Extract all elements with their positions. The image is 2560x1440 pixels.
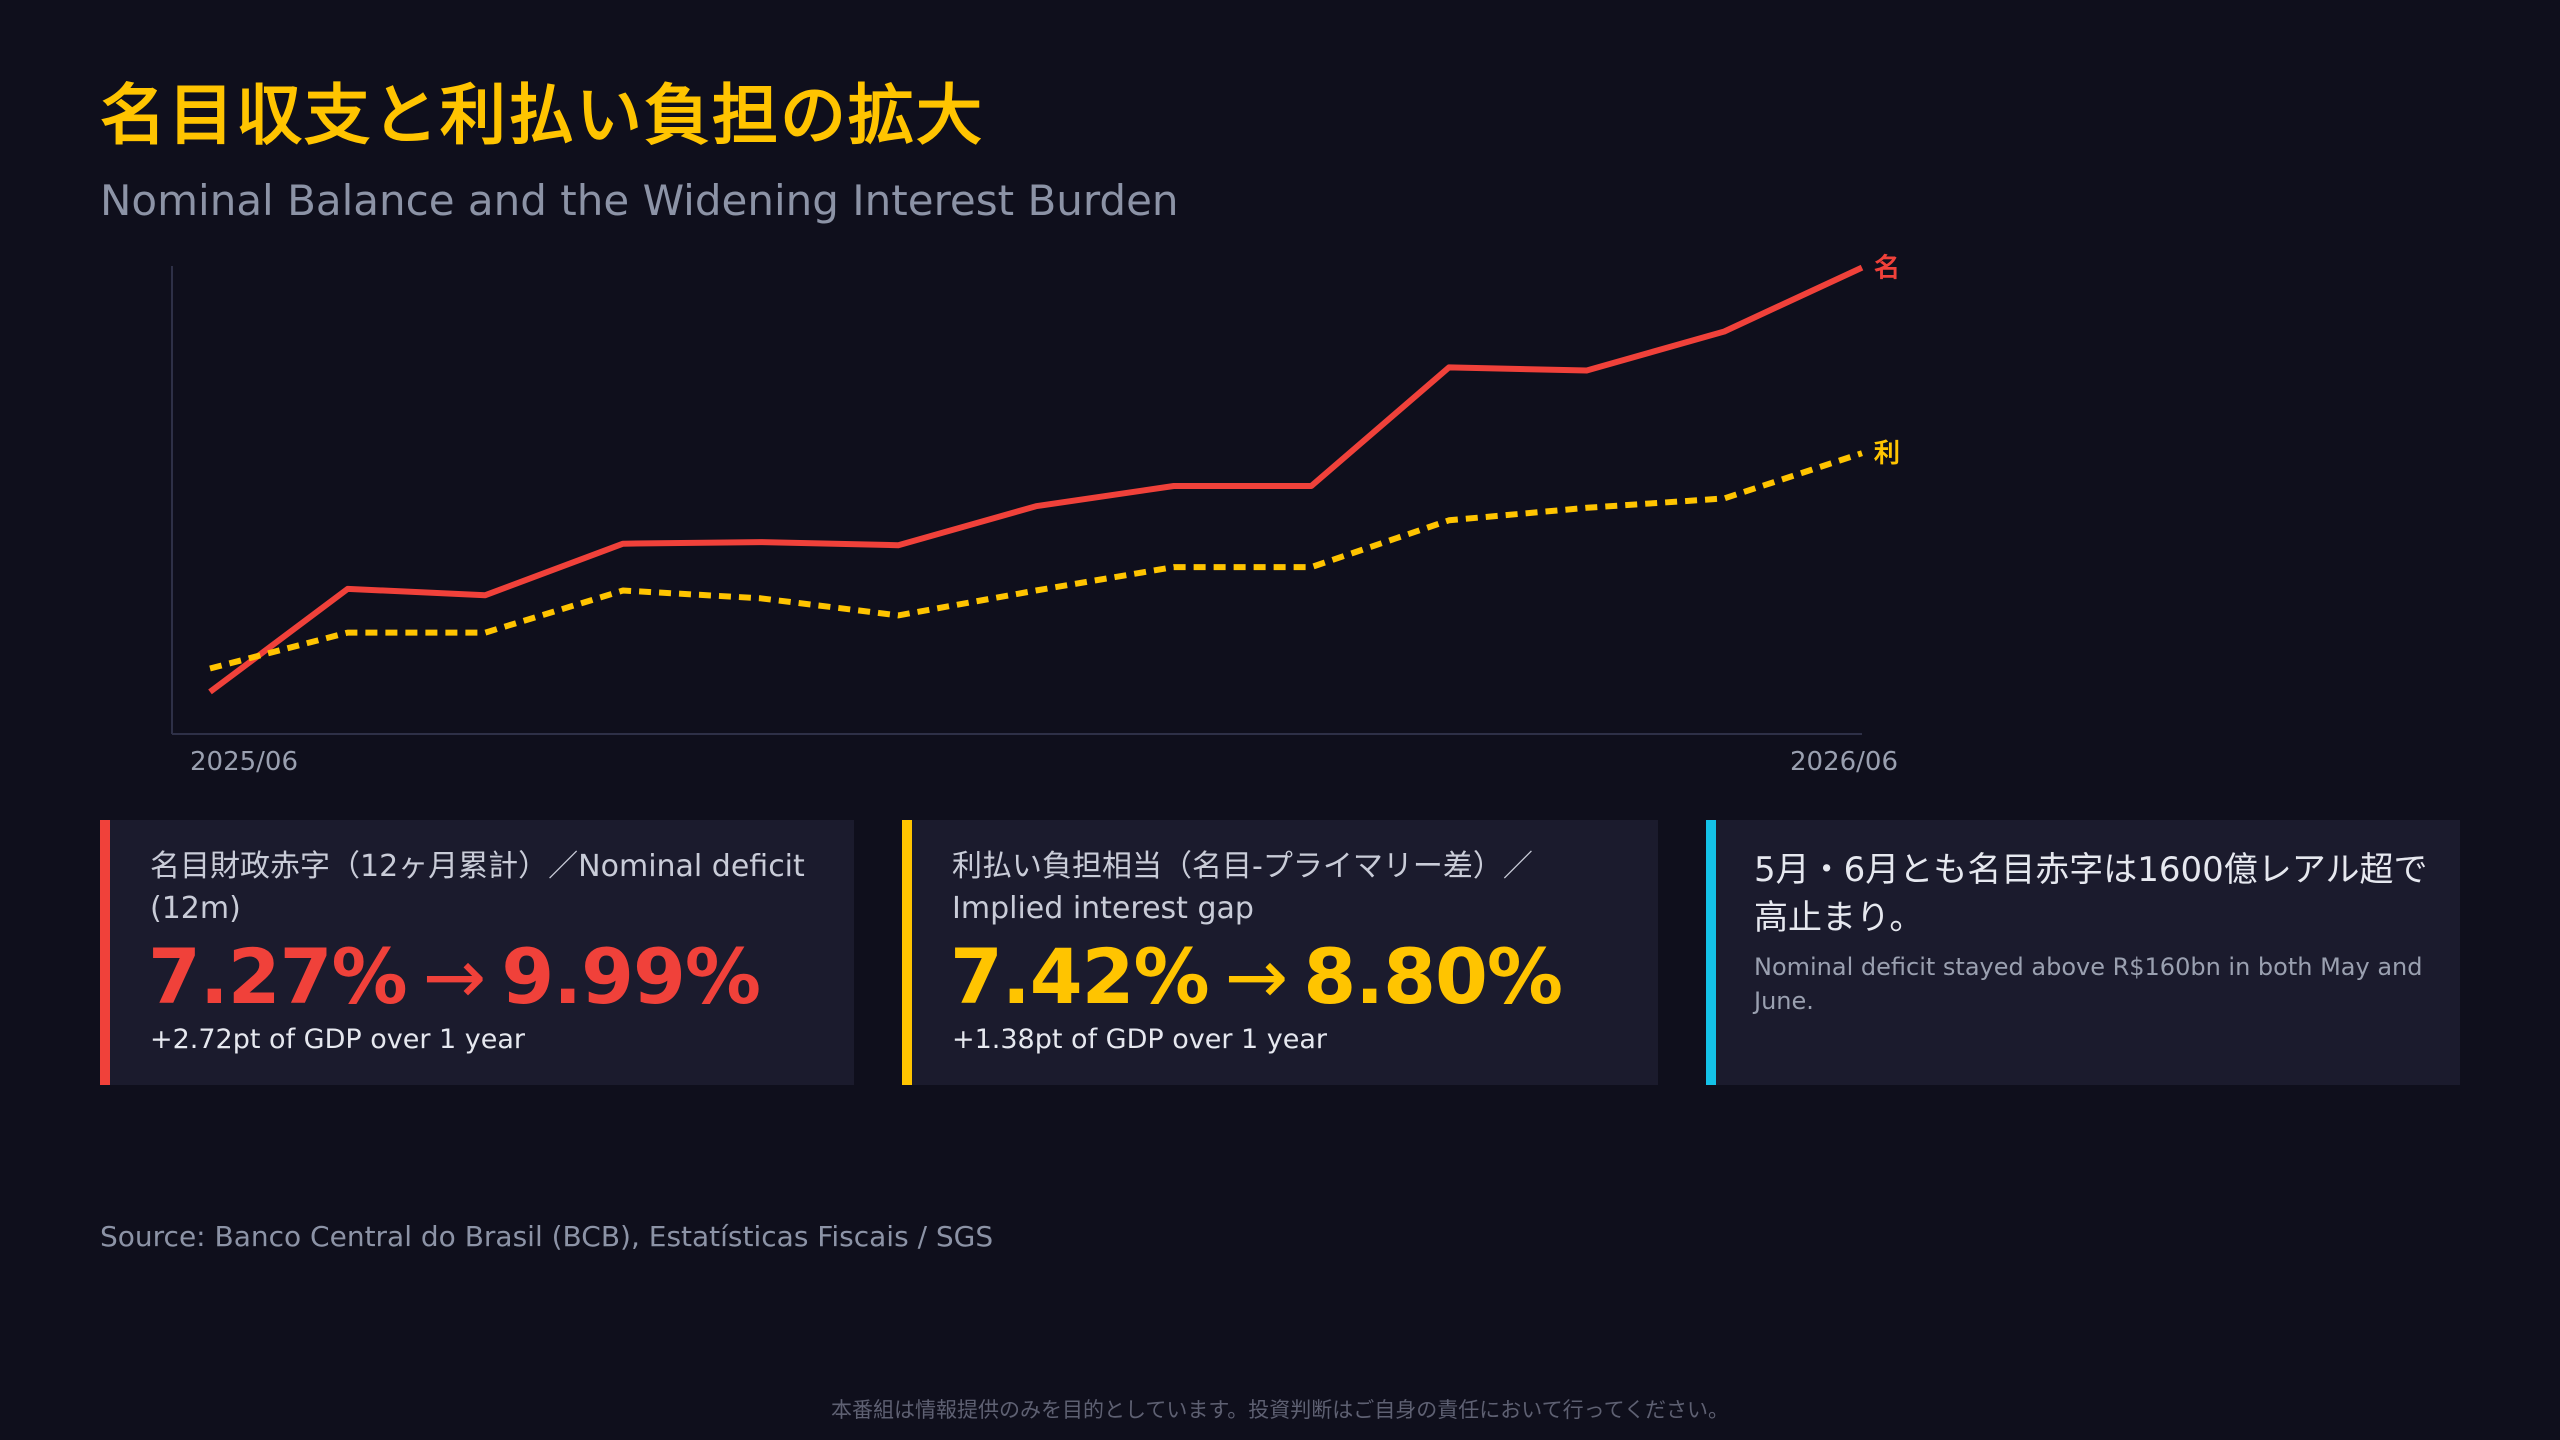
value-from: 7.27%	[148, 932, 408, 1021]
card-value: 7.27% → 9.99%	[148, 932, 761, 1021]
card-nominal-deficit: 名目財政赤字（12ヶ月累計）／Nominal deficit (12m) 7.2…	[100, 820, 854, 1085]
card-accent-bar	[100, 820, 110, 1085]
x-tick-label-end: 2026/06	[1790, 747, 1898, 777]
card-commentary: 5月・6月とも名目赤字は1600億レアル超で高止まり。 Nominal defi…	[1706, 820, 2460, 1085]
series-layer: 名利	[208, 253, 1900, 695]
arrow-icon: →	[422, 932, 487, 1021]
card-note: +2.72pt of GDP over 1 year	[150, 1024, 526, 1055]
commentary-jp: 5月・6月とも名目赤字は1600億レアル超で高止まり。	[1754, 850, 2428, 938]
value-from: 7.42%	[950, 932, 1210, 1021]
card-note: +1.38pt of GDP over 1 year	[952, 1024, 1328, 1055]
series-line-0	[208, 264, 1864, 695]
card-label: 利払い負担相当（名目-プライマリー差）／Implied interest gap	[952, 849, 1533, 926]
commentary-en: Nominal deficit stayed above R$160bn in …	[1754, 953, 2423, 1015]
arrow-icon: →	[1224, 932, 1289, 1021]
card-value: 7.42% → 8.80%	[950, 932, 1563, 1021]
card-accent-bar	[1706, 820, 1716, 1085]
x-tick-label-start: 2025/06	[190, 747, 298, 777]
page-subtitle: Nominal Balance and the Widening Interes…	[100, 176, 1179, 225]
card-accent-bar	[902, 820, 912, 1085]
source-note: Source: Banco Central do Brasil (BCB), E…	[100, 1220, 994, 1253]
card-label: 名目財政赤字（12ヶ月累計）／Nominal deficit (12m)	[150, 849, 805, 926]
series-end-label-1: 利	[1874, 439, 1900, 469]
disclaimer: 本番組は情報提供のみを目的としています。投資判断はご自身の責任において行ってくだ…	[831, 1398, 1729, 1422]
series-line-1	[209, 450, 1863, 672]
page-title: 名目収支と利払い負担の拡大	[100, 77, 984, 154]
value-to: 9.99%	[501, 932, 761, 1021]
series-end-label-0: 名	[1874, 253, 1900, 284]
card-interest-gap: 利払い負担相当（名目-プライマリー差）／Implied interest gap…	[902, 820, 1658, 1085]
value-to: 8.80%	[1303, 932, 1563, 1021]
line-chart: 2025/06 2026/06 名利	[171, 253, 1900, 777]
